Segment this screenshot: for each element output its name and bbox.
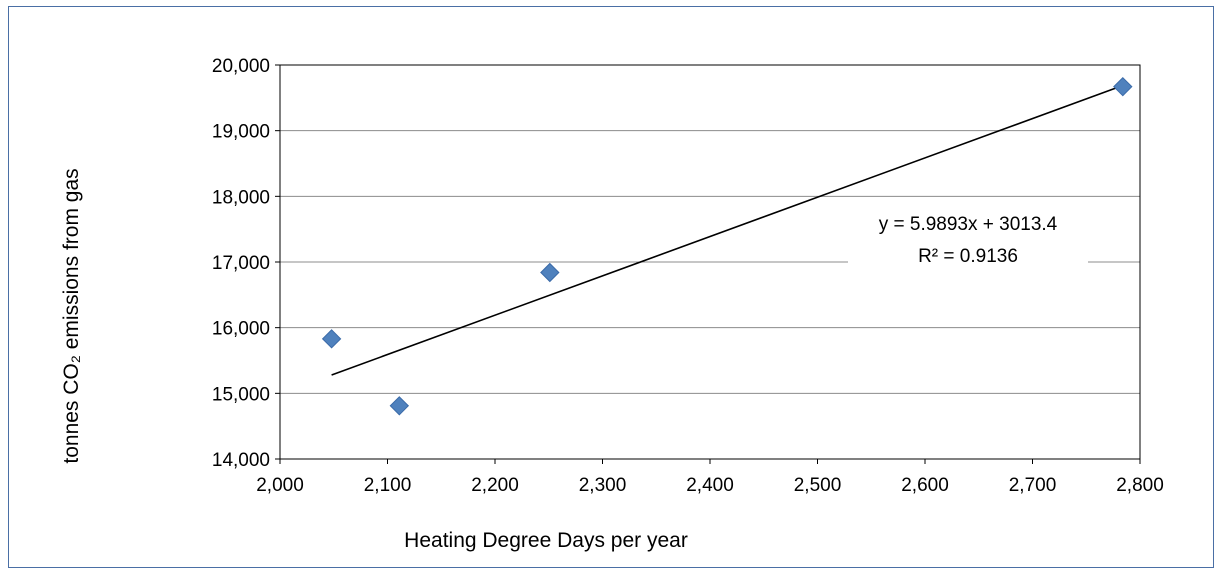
x-tick-label: 2,400 xyxy=(686,475,734,496)
x-axis-tick-marks xyxy=(279,459,1141,464)
x-tick-label: 2,700 xyxy=(1009,475,1057,496)
y-axis-title: tonnes CO₂ emissions from gas xyxy=(60,168,83,463)
chart-frame xyxy=(8,6,1214,568)
y-tick-label: 20,000 xyxy=(212,56,270,77)
y-tick-label: 18,000 xyxy=(212,187,270,208)
y-axis-tick-labels: 14,000 15,000 16,000 17,000 18,000 19,000 20,0… xyxy=(212,56,270,471)
x-tick-label: 2,100 xyxy=(364,475,412,496)
y-tick-label: 14,000 xyxy=(212,450,270,471)
x-tick-label: 2,600 xyxy=(901,475,949,496)
x-tick-label: 2,800 xyxy=(1116,475,1164,496)
x-tick-label: 2,300 xyxy=(579,475,627,496)
y-tick-label: 19,000 xyxy=(212,122,270,143)
trendline-r-squared: R² = 0.9136 xyxy=(918,246,1018,267)
trendline-label-background xyxy=(848,206,1088,272)
x-axis-title: Heating Degree Days per year xyxy=(404,529,688,552)
y-tick-label: 16,000 xyxy=(212,319,270,340)
x-tick-label: 2,200 xyxy=(471,475,519,496)
data-point-marker xyxy=(540,262,560,283)
y-tick-label: 15,000 xyxy=(212,384,270,405)
y-tick-label: 17,000 xyxy=(212,253,270,274)
x-tick-label: 2,500 xyxy=(794,475,842,496)
y-axis-tick-marks xyxy=(275,64,280,460)
data-point-marker xyxy=(321,329,342,349)
data-point-marker xyxy=(1113,76,1133,97)
x-axis-tick-labels: 2,000 2,100 2,200 2,300 2,400 2,500 2,600 2,700… xyxy=(256,475,1164,496)
x-tick-label: 2,000 xyxy=(256,475,304,496)
data-point-marker xyxy=(389,396,410,416)
trendline xyxy=(331,84,1124,376)
data-points xyxy=(321,76,1133,416)
trendline-equation: y = 5.9893x + 3013.4 xyxy=(879,214,1058,235)
